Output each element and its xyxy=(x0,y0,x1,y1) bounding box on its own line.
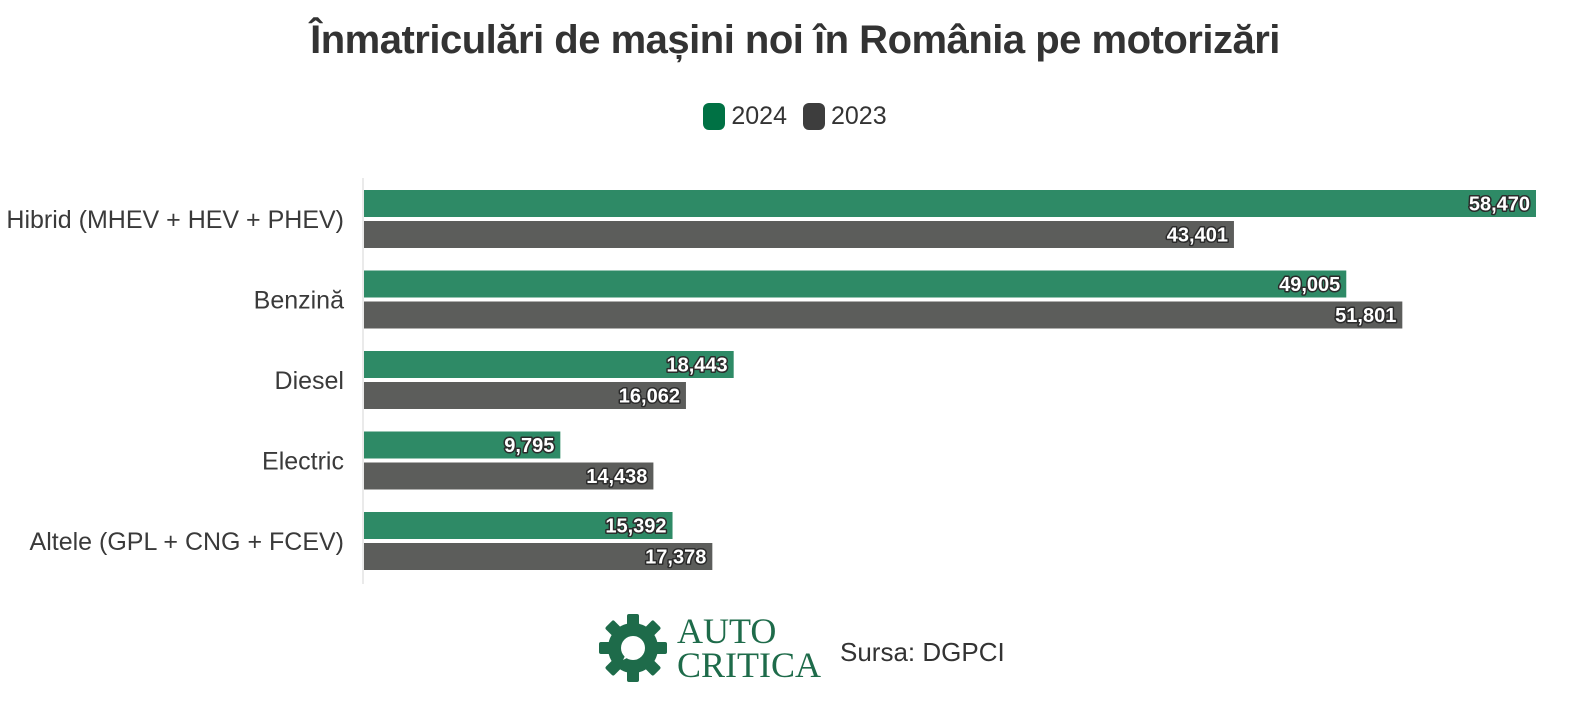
bar-2024[interactable] xyxy=(364,190,1536,217)
data-label-2024: 58,470 xyxy=(1469,194,1530,216)
data-label-2023: 17,378 xyxy=(645,547,706,569)
bar-2024[interactable] xyxy=(364,431,561,459)
footer-logo: AUTO CRITICA xyxy=(597,612,821,684)
category-label: Hibrid (MHEV + HEV + PHEV) xyxy=(6,206,344,234)
data-label-2024: 49,005 xyxy=(1279,274,1340,296)
chart-legend: 2024 2023 xyxy=(0,102,1590,131)
data-label-2024: 18,443 xyxy=(667,355,728,377)
bar-2023[interactable] xyxy=(364,221,1234,248)
category-label: Diesel xyxy=(275,367,344,395)
bar-2024[interactable] xyxy=(364,270,1347,298)
legend-item-2023[interactable]: 2023 xyxy=(803,102,887,131)
logo-line-2: CRITICA xyxy=(677,645,821,685)
bar-2024[interactable] xyxy=(364,351,734,378)
bar-2023[interactable] xyxy=(364,543,713,570)
logo-line-1: AUTO xyxy=(677,611,777,651)
gear-icon xyxy=(599,614,667,682)
data-label-2023: 14,438 xyxy=(586,466,647,488)
logo-wordmark: AUTO CRITICA xyxy=(677,611,821,685)
data-label-2023: 51,801 xyxy=(1335,305,1396,327)
legend-label-2023: 2023 xyxy=(831,102,887,130)
bar-2024[interactable] xyxy=(364,512,673,539)
source-note: Sursa: DGPCI xyxy=(840,637,1005,667)
category-label: Altele (GPL + CNG + FCEV) xyxy=(30,528,344,556)
legend-item-2024[interactable]: 2024 xyxy=(703,102,787,131)
bar-2023[interactable] xyxy=(364,301,1403,329)
legend-swatch-2023 xyxy=(803,103,825,130)
data-label-2023: 43,401 xyxy=(1167,225,1228,247)
data-label-2024: 9,795 xyxy=(504,435,554,457)
bar-2023[interactable] xyxy=(364,462,654,490)
legend-swatch-2024 xyxy=(703,103,726,130)
category-label: Electric xyxy=(262,448,344,476)
data-label-2024: 15,392 xyxy=(605,516,666,538)
legend-label-2024: 2024 xyxy=(731,102,787,130)
data-label-2023: 16,062 xyxy=(619,386,680,408)
bar-2023[interactable] xyxy=(364,382,686,409)
chart-title: Înmatriculări de mașini noi în România p… xyxy=(310,18,1280,62)
category-label: Benzină xyxy=(254,287,344,315)
